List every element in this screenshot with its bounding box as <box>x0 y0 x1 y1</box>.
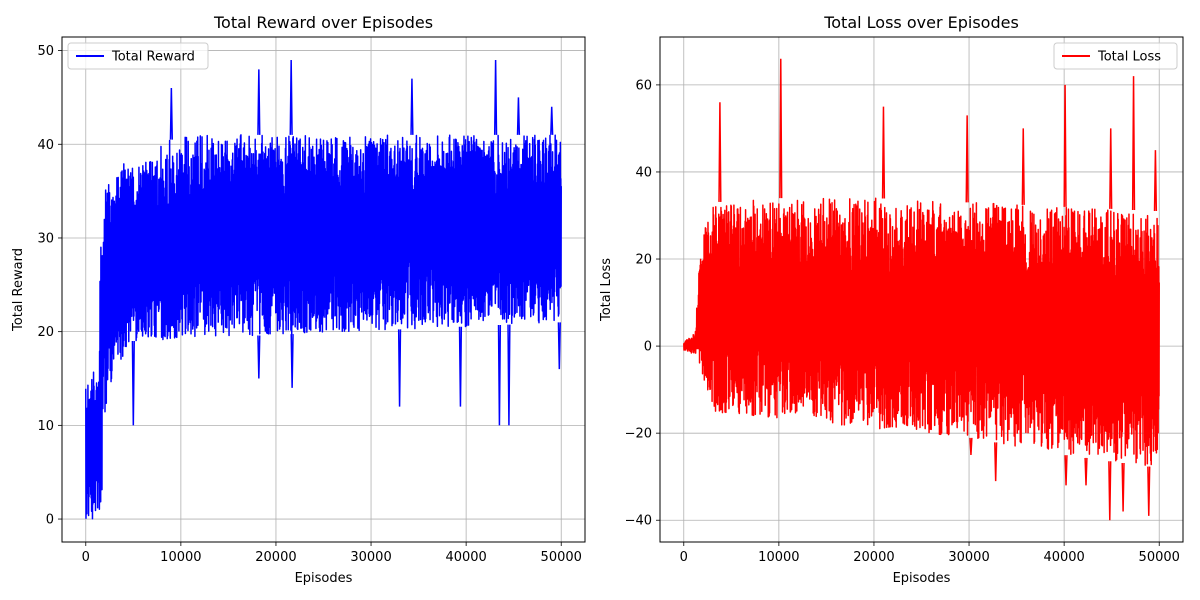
y-tick-label: 0 <box>46 513 54 528</box>
loss-legend-label: Total Loss <box>1097 50 1161 65</box>
loss-legend: Total Loss <box>1053 42 1178 70</box>
series-extreme <box>969 437 973 455</box>
y-tick-label: 60 <box>635 78 652 93</box>
x-tick-label: 20000 <box>853 550 894 565</box>
y-tick-label: 30 <box>37 231 54 246</box>
reward-x-axis-label: Episodes <box>295 571 353 586</box>
reward-line-series <box>85 59 562 520</box>
y-tick-label: 10 <box>37 419 54 434</box>
series-extreme <box>397 329 402 407</box>
series-extreme <box>1131 76 1136 210</box>
x-tick-label: 50000 <box>1139 550 1180 565</box>
series-extreme <box>1063 84 1067 207</box>
reward-chart-title: Total Reward over Episodes <box>213 13 433 32</box>
series-extreme <box>289 59 293 135</box>
series-extreme <box>550 106 554 135</box>
reward-legend-box <box>67 42 209 70</box>
series-extreme <box>169 88 174 140</box>
loss-plot-frame <box>659 36 1184 543</box>
x-tick-label: 10000 <box>758 550 799 565</box>
y-tick-label: 40 <box>37 138 54 153</box>
x-tick-label: 0 <box>82 550 90 565</box>
loss-line-series <box>683 58 1160 521</box>
loss-x-axis-label: Episodes <box>893 571 951 586</box>
series-extreme <box>718 102 722 202</box>
series-extreme <box>1064 455 1068 486</box>
series-extreme <box>557 322 561 370</box>
series-extreme <box>1121 463 1125 512</box>
series-extreme <box>994 442 998 482</box>
series-extreme <box>290 334 294 388</box>
series-extreme <box>1147 466 1151 516</box>
series-extreme <box>410 78 414 135</box>
series-extreme <box>493 59 498 135</box>
x-tick-label: 40000 <box>1043 550 1084 565</box>
series-extreme <box>965 115 969 203</box>
y-tick-label: 20 <box>635 253 652 268</box>
series-extreme <box>257 335 261 379</box>
reward-x-ticks: 0 10000 20000 30000 40000 50000 <box>82 542 582 565</box>
loss-legend-box <box>1053 42 1178 70</box>
reward-y-axis-label: Total Reward <box>11 248 26 332</box>
reward-legend-label: Total Reward <box>111 50 195 65</box>
loss-x-ticks: 0 10000 20000 30000 40000 50000 <box>680 542 1180 565</box>
y-tick-label: −20 <box>625 427 652 442</box>
reward-legend: Total Reward <box>67 42 209 70</box>
series-extreme <box>1084 457 1088 486</box>
x-tick-label: 30000 <box>350 550 391 565</box>
series-extreme <box>458 326 463 407</box>
y-tick-label: 40 <box>635 165 652 180</box>
x-tick-label: 30000 <box>948 550 989 565</box>
reward-y-ticks: 0 10 20 30 40 50 <box>37 44 62 528</box>
x-tick-label: 0 <box>680 550 688 565</box>
series-extreme <box>1108 461 1112 521</box>
series-extreme <box>1153 150 1158 211</box>
y-tick-label: 0 <box>644 340 652 355</box>
y-tick-label: −40 <box>625 514 652 529</box>
x-tick-label: 50000 <box>541 550 582 565</box>
loss-y-ticks: −40 −20 0 20 40 60 <box>625 78 660 529</box>
series-extreme <box>497 324 502 426</box>
series-extreme <box>1021 128 1025 205</box>
y-tick-label: 50 <box>37 44 54 59</box>
loss-chart: 0 10000 20000 30000 40000 50000 −40 −20 0 20 40 60… <box>599 13 1184 586</box>
reward-plot-frame <box>61 36 586 543</box>
series-extreme <box>779 58 783 199</box>
x-tick-label: 20000 <box>255 550 296 565</box>
series-extreme <box>516 97 521 135</box>
series-extreme <box>257 69 261 135</box>
series-extreme <box>507 324 511 426</box>
series-line <box>683 197 1160 466</box>
series-line <box>85 134 562 520</box>
reward-chart: 0 10000 20000 30000 40000 50000 0 10 20 30 40 50 T… <box>11 13 586 586</box>
y-tick-label: 20 <box>37 325 54 340</box>
loss-y-axis-label: Total Loss <box>599 258 614 322</box>
loss-chart-title: Total Loss over Episodes <box>823 13 1019 32</box>
series-extreme <box>131 341 135 426</box>
series-extreme <box>881 106 886 199</box>
series-extreme <box>1109 128 1113 209</box>
x-tick-label: 40000 <box>445 550 486 565</box>
x-tick-label: 10000 <box>160 550 201 565</box>
